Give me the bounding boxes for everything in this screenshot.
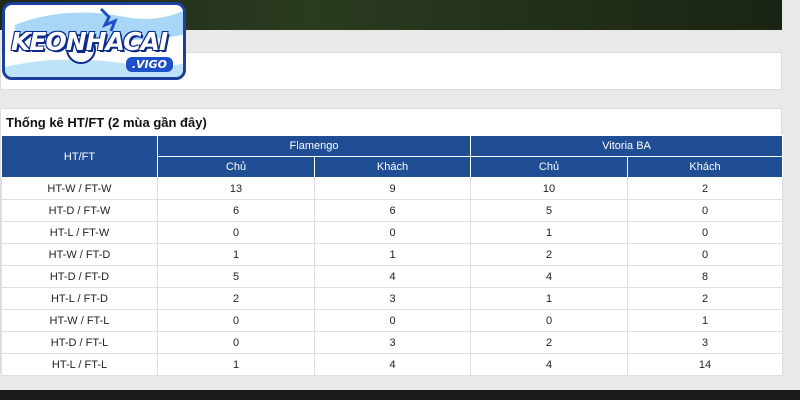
table-cell: 1 [313, 243, 472, 266]
table-row: HT-D / FT-W 6 6 5 0 [1, 199, 784, 222]
row-label: HT-D / FT-D [1, 265, 158, 288]
table-cell: 9 [313, 177, 472, 200]
logo-text: KEONHACAI [11, 27, 168, 56]
subheader-home-team1: Chủ [157, 156, 315, 178]
footer-bar [0, 390, 800, 400]
row-label: HT-W / FT-W [1, 177, 158, 200]
table-row: HT-L / FT-D 2 3 1 2 [1, 287, 784, 310]
table-cell: 0 [313, 221, 472, 244]
table-cell: 2 [470, 243, 629, 266]
table-cell: 3 [627, 331, 784, 354]
row-label: HT-L / FT-L [1, 353, 158, 376]
logo-graphic [5, 7, 183, 77]
row-label: HT-W / FT-L [1, 309, 158, 332]
htft-table: HT/FT Flamengo Vitoria BA Chủ Khách Chủ … [1, 135, 784, 376]
site-logo[interactable]: KEONHACAI .VIGO [2, 2, 186, 80]
table-cell: 2 [157, 287, 315, 310]
table-row: HT-W / FT-W 13 9 10 2 [1, 177, 784, 200]
table-cell: 6 [157, 199, 315, 222]
table-cell: 0 [627, 199, 784, 222]
htft-stats-panel: Thống kê HT/FT (2 mùa gần đây) HT/FT Fla… [0, 108, 784, 376]
table-cell: 6 [313, 199, 472, 222]
table-row: HT-L / FT-L 1 4 4 14 [1, 353, 784, 376]
table-row: HT-L / FT-W 0 0 1 0 [1, 221, 784, 244]
table-cell: 2 [470, 331, 629, 354]
table-cell: 5 [470, 199, 629, 222]
table-cell: 0 [627, 243, 784, 266]
table-cell: 1 [157, 353, 315, 376]
right-margin [782, 0, 800, 400]
table-cell: 3 [313, 331, 472, 354]
row-label: HT-L / FT-W [1, 221, 158, 244]
logo-subtext: .VIGO [125, 57, 173, 72]
table-cell: 1 [470, 287, 629, 310]
subheader-home-team2: Chủ [470, 156, 629, 178]
table-row: HT-W / FT-D 1 1 2 0 [1, 243, 784, 266]
table-cell: 2 [627, 287, 784, 310]
table-cell: 3 [313, 287, 472, 310]
table-row: HT-D / FT-L 0 3 2 3 [1, 331, 784, 354]
table-cell: 4 [470, 353, 629, 376]
table-cell: 2 [627, 177, 784, 200]
htft-column-header: HT/FT [1, 135, 158, 178]
table-cell: 13 [157, 177, 315, 200]
table-cell: 8 [627, 265, 784, 288]
table-cell: 10 [470, 177, 629, 200]
row-label: HT-L / FT-D [1, 287, 158, 310]
table-cell: 14 [627, 353, 784, 376]
table-cell: 1 [470, 221, 629, 244]
row-label: HT-D / FT-W [1, 199, 158, 222]
table-cell: 0 [157, 331, 315, 354]
table-cell: 0 [627, 221, 784, 244]
row-label: HT-D / FT-L [1, 331, 158, 354]
table-cell: 0 [157, 309, 315, 332]
table-cell: 1 [627, 309, 784, 332]
subheader-away-team1: Khách [313, 156, 472, 178]
table-cell: 4 [470, 265, 629, 288]
table-cell: 4 [313, 353, 472, 376]
team-header-away: Vitoria BA [470, 135, 784, 157]
panel-title: Thống kê HT/FT (2 mùa gần đây) [6, 115, 207, 130]
table-cell: 0 [470, 309, 629, 332]
table-cell: 0 [157, 221, 315, 244]
table-row: HT-W / FT-L 0 0 0 1 [1, 309, 784, 332]
table-cell: 4 [313, 265, 472, 288]
table-row: HT-D / FT-D 5 4 4 8 [1, 265, 784, 288]
row-label: HT-W / FT-D [1, 243, 158, 266]
table-cell: 5 [157, 265, 315, 288]
team-header-home: Flamengo [156, 135, 472, 157]
table-cell: 0 [313, 309, 472, 332]
table-cell: 1 [157, 243, 315, 266]
subheader-away-team2: Khách [627, 156, 784, 178]
